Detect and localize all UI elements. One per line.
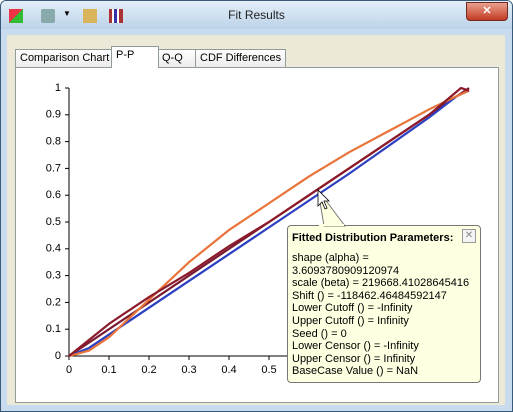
tooltip-line: Lower Censor () = -Infinity <box>292 340 419 353</box>
tooltip-line: scale (beta) = 219668.41028645416 <box>292 277 470 290</box>
tooltip-line: Upper Cutoff () = Infinity <box>292 314 409 327</box>
tooltip-line: Shift () = -118462.46484592147 <box>292 289 447 302</box>
tab-active[interactable]: P-P <box>111 46 159 68</box>
y-tick-label: 0.8 <box>46 136 61 148</box>
y-tick-label: 0.3 <box>46 270 61 282</box>
y-tick-label: 0.9 <box>46 109 61 121</box>
x-tick-label: 0.4 <box>221 364 236 376</box>
paste-button[interactable] <box>83 9 97 23</box>
window-title: Fit Results <box>228 8 285 22</box>
x-tick-label: 0.3 <box>181 364 196 376</box>
print-button[interactable] <box>41 9 55 23</box>
tooltip-line: 3.6093780909120974 <box>292 264 400 277</box>
tooltip: Fitted Distribution Parameters: ✕ shape … <box>287 225 481 383</box>
x-tick-label: 0.1 <box>101 364 116 376</box>
y-tick-label: 0.5 <box>46 216 61 228</box>
tooltip-title: Fitted Distribution Parameters: <box>292 232 454 244</box>
tooltip-line: shape (alpha) = <box>292 252 369 264</box>
series-line <box>68 89 470 358</box>
tab[interactable]: CDF Differences <box>195 49 287 67</box>
chart-button[interactable] <box>109 9 123 23</box>
y-tick-label: 0.6 <box>46 189 61 201</box>
x-tick-label: 0.5 <box>261 364 276 376</box>
y-tick-label: 0.1 <box>46 323 61 335</box>
series-line <box>68 89 470 358</box>
tooltip-line: BaseCase Value () = NaN <box>292 365 419 378</box>
dropdown-button[interactable]: ▼ <box>63 9 71 18</box>
title-bar: ▼ Fit Results ✕ <box>1 1 512 29</box>
app-icon <box>9 9 23 23</box>
close-button[interactable]: ✕ <box>466 2 508 21</box>
y-tick-label: 0.7 <box>46 162 61 174</box>
y-tick-label: 0 <box>55 350 61 362</box>
x-tick-label: 0 <box>66 364 72 376</box>
series-line <box>68 86 470 357</box>
y-tick-label: 0.2 <box>46 296 61 308</box>
x-tick-label: 0.2 <box>141 364 156 376</box>
tooltip-close[interactable]: ✕ <box>462 229 476 243</box>
tooltip-line: Upper Censor () = Infinity <box>292 352 416 365</box>
tooltip-line: Seed () = 0 <box>292 327 347 340</box>
tooltip-line: Lower Cutoff () = -Infinity <box>292 302 413 315</box>
tooltip-lines: shape (alpha) = 3.6093780909120974 scale (… <box>292 252 469 378</box>
y-tick-label: 0.4 <box>46 243 61 255</box>
y-tick-label: 1 <box>55 82 61 94</box>
